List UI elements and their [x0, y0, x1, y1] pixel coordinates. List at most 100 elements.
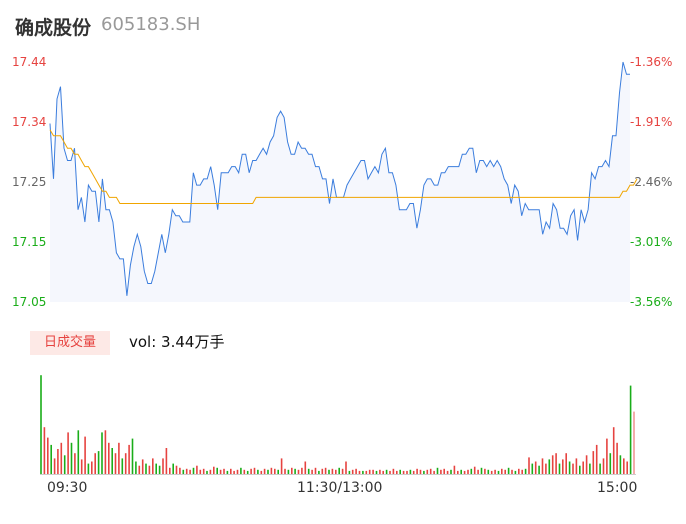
volume-bar — [141, 459, 144, 474]
volume-bar — [385, 469, 388, 474]
volume-bar — [124, 453, 127, 474]
volume-bar — [606, 438, 608, 474]
volume-bar — [429, 468, 432, 474]
volume-bar — [50, 444, 52, 474]
volume-bar — [77, 430, 80, 474]
volume-bar — [301, 467, 303, 474]
volume-bar — [514, 470, 517, 474]
volume-bar — [629, 385, 632, 474]
volume-bar — [94, 453, 96, 474]
volume-bar — [602, 458, 605, 474]
volume-bar — [152, 458, 154, 474]
volume-bar — [158, 465, 161, 474]
volume-bar — [196, 465, 198, 474]
volume-bar — [409, 469, 412, 474]
volume-bar — [84, 436, 86, 474]
volume-bar — [460, 469, 462, 474]
volume-bar — [392, 468, 395, 474]
volume-bar — [551, 455, 554, 474]
volume-bar — [60, 442, 63, 474]
volume-bar — [406, 470, 408, 474]
volume-bar — [355, 468, 357, 474]
volume-bar — [114, 453, 117, 474]
volume-bar — [70, 442, 73, 474]
volume-bar — [263, 468, 266, 474]
volume-bar — [189, 469, 191, 474]
volume-bar — [619, 455, 622, 474]
volume-bar — [267, 469, 269, 474]
volume-bar — [585, 455, 588, 474]
avg-price-line — [49, 129, 638, 204]
volume-bar — [111, 448, 113, 474]
y-left-tick-3: 17.15 — [12, 235, 47, 249]
y-right-tick-1: -1.91% — [630, 115, 673, 129]
volume-bar — [579, 465, 581, 474]
volume-bar — [260, 470, 263, 474]
volume-bar — [43, 427, 46, 474]
volume-bar — [274, 468, 276, 474]
volume-bar — [47, 437, 49, 474]
volume-bar — [538, 465, 540, 474]
volume-bar — [351, 469, 354, 474]
volume-bar — [179, 467, 181, 474]
volume-bar — [338, 467, 340, 474]
volume-bar — [101, 432, 103, 474]
volume-bar — [57, 449, 59, 474]
x-tick-midday: 11:30/13:00 — [297, 480, 383, 496]
volume-bar — [91, 461, 93, 474]
volume-badge[interactable]: 日成交量 — [30, 331, 110, 355]
volume-bar — [487, 469, 490, 474]
volume-bar — [446, 470, 449, 474]
volume-bar — [162, 458, 164, 474]
volume-bar — [518, 468, 520, 474]
volume-bar — [314, 467, 317, 474]
volume-bar — [480, 467, 483, 474]
x-tick-open: 09:30 — [47, 480, 88, 496]
volume-bar — [358, 470, 361, 474]
volume-bar — [148, 465, 151, 474]
y-left-tick-1: 17.34 — [12, 115, 47, 129]
volume-bar — [80, 459, 83, 474]
volume-bar — [318, 470, 320, 474]
volume-bar — [165, 448, 168, 474]
volume-bar — [253, 467, 256, 474]
volume-bar — [199, 469, 202, 474]
volume-bar — [213, 466, 215, 474]
volume-bar — [504, 469, 506, 474]
volume-bar — [321, 468, 324, 474]
volume-bar — [436, 467, 439, 474]
y-right-tick-4: -3.56% — [630, 295, 673, 309]
volume-bar — [257, 469, 259, 474]
volume-bar — [426, 469, 429, 474]
volume-bar — [575, 458, 578, 474]
volume-bar — [138, 465, 141, 474]
volume-bar — [490, 470, 493, 474]
volume-bar — [470, 468, 473, 474]
volume-bar — [284, 468, 286, 474]
volume-bar — [216, 467, 218, 474]
volume-bar — [131, 438, 134, 474]
volume-bar — [568, 461, 571, 474]
volume-bar — [396, 470, 398, 474]
volume-bar — [226, 470, 229, 474]
volume-bar — [324, 467, 327, 474]
volume-bar — [348, 470, 351, 474]
volume-bar — [477, 469, 479, 474]
volume-bar — [592, 451, 595, 474]
volume-bar — [368, 469, 371, 474]
volume-bar — [209, 469, 212, 474]
volume-bar — [545, 463, 547, 474]
volume-bar — [345, 461, 347, 474]
volume-bar — [297, 469, 300, 474]
volume-bar — [528, 457, 530, 474]
volume-bar — [236, 469, 239, 474]
volume-bar — [128, 444, 130, 474]
volume-bar — [623, 458, 625, 474]
volume-bar — [382, 470, 384, 474]
volume-bar — [375, 470, 378, 474]
volume-bar — [270, 467, 273, 474]
volume-bar — [155, 463, 157, 474]
volume-bar — [219, 469, 222, 474]
volume-bar — [294, 468, 296, 474]
volume-bar — [118, 442, 120, 474]
